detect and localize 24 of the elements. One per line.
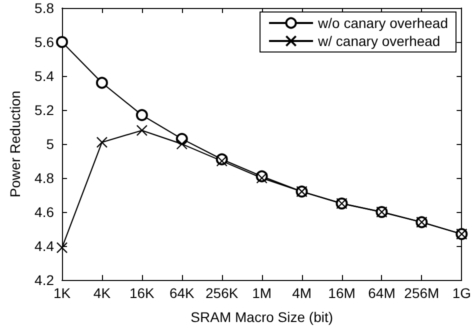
x-tick-label: 1G: [452, 285, 472, 301]
y-tick-label: 5.2: [34, 102, 54, 118]
x-tick-label: 256M: [404, 285, 440, 301]
y-tick-label: 4.8: [34, 170, 54, 186]
y-axis-title: Power Reduction: [7, 90, 23, 198]
x-tick-label: 16M: [328, 285, 356, 301]
x-axis-title: SRAM Macro Size (bit): [190, 309, 334, 325]
y-tick-label: 5: [46, 136, 54, 152]
y-tick-label: 5.8: [34, 0, 54, 16]
y-tick-label: 4.2: [34, 272, 54, 288]
x-tick-label: 16K: [129, 285, 156, 301]
legend-label: w/ canary overhead: [317, 33, 440, 49]
legend-label: w/o canary overhead: [317, 15, 448, 31]
y-tick-label: 5.6: [34, 34, 54, 50]
x-tick-label: 64K: [169, 285, 196, 301]
y-tick-label: 4.4: [34, 238, 54, 254]
x-tick-label: 256K: [206, 285, 239, 301]
x-tick-label: 1M: [252, 285, 272, 301]
y-tick-label: 5.4: [34, 68, 54, 84]
x-tick-label: 4M: [292, 285, 312, 301]
x-tick-label: 1K: [53, 285, 72, 301]
y-tick-label: 4.6: [34, 204, 54, 220]
x-tick-label: 64M: [368, 285, 396, 301]
x-tick-label: 4K: [93, 285, 112, 301]
